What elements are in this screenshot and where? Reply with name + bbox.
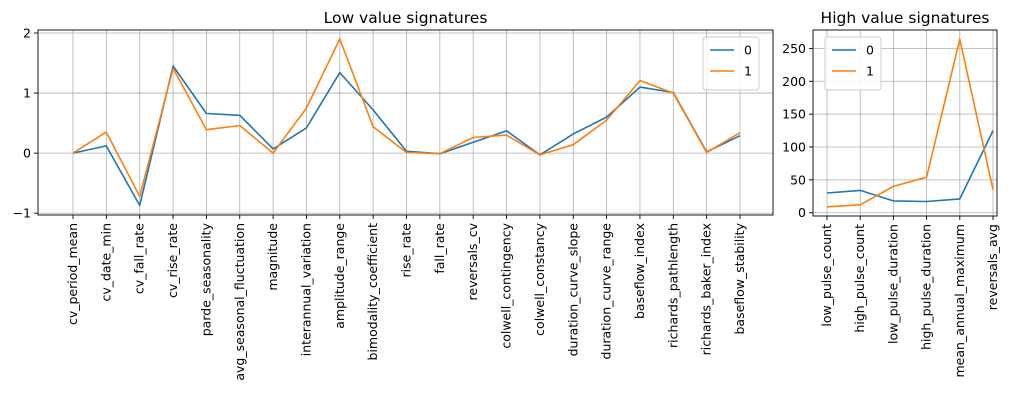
legend-label-0: 0	[744, 43, 752, 58]
x-tick-label-cv-period-mean: cv_period_mean	[65, 223, 80, 325]
x-tick-label-baseflow-stability: baseflow_stability	[732, 222, 747, 334]
x-tick-label-low-pulse-duration: low_pulse_duration	[885, 224, 900, 344]
x-tick-label-avg-seasonal-fluctuation: avg_seasonal_fluctuation	[232, 223, 247, 381]
axes-frame	[37, 29, 774, 216]
y-tick-label: 2	[23, 26, 31, 41]
x-tick-label-fall-rate: fall_rate	[432, 223, 447, 274]
x-tick-label-cv-rise-rate: cv_rise_rate	[165, 223, 180, 298]
y-tick-label: 100	[782, 139, 806, 154]
x-tick-label-bimodality-coefficient: bimodality_coefficient	[365, 223, 380, 361]
series-line-1	[72, 38, 741, 198]
x-tick-label-amplitude-range: amplitude_range	[332, 223, 347, 329]
x-tick-label-low-pulse-count: low_pulse_count	[819, 224, 834, 327]
x-tick-label-reversals-cv: reversals_cv	[465, 222, 480, 300]
x-tick-label-reversals-avg: reversals_avg	[985, 224, 1000, 310]
x-tick-label-colwell-constancy: colwell_constancy	[532, 222, 547, 335]
y-tick-label: 0	[23, 146, 31, 161]
y-tick-label: 250	[782, 41, 806, 56]
x-tick-label-cv-fall-rate: cv_fall_rate	[132, 223, 147, 294]
x-tick-label-high-pulse-count: high_pulse_count	[852, 224, 867, 333]
high-value-signatures-panel: 0 50 100 150 200 250 low_pulse_count high_pulse…	[782, 9, 1000, 378]
x-tick-label-parde-seasonality: parde_seasonality	[198, 222, 213, 336]
series-line-0	[826, 130, 994, 203]
y-tick-label: 0	[798, 205, 806, 220]
x-tick-label-richards-pathlength: richards_pathlength	[665, 223, 680, 348]
x-tick-label-magnitude: magnitude	[265, 223, 280, 291]
chart-title: High value signatures	[821, 9, 990, 27]
chart-title: Low value signatures	[324, 9, 488, 27]
y-tick-label: 1	[23, 86, 31, 101]
y-tick-label: 200	[782, 74, 806, 89]
axes-frame	[812, 29, 998, 217]
legend: 01	[702, 36, 760, 91]
y-tick-label: −1	[13, 206, 31, 221]
x-tick-label-colwell-contingency: colwell_contingency	[499, 222, 514, 348]
x-tick-label-richards-baker-index: richards_baker_index	[699, 223, 714, 355]
y-tick-label: 150	[782, 107, 806, 122]
x-tick-label-duration-curve-slope: duration_curve_slope	[565, 223, 580, 357]
x-tick-label-cv-date-min: cv_date_min	[98, 223, 113, 302]
y-tick-label: 50	[790, 172, 806, 187]
series-line-1	[826, 38, 994, 208]
legend: 01	[824, 36, 882, 91]
x-tick-label-rise-rate: rise_rate	[399, 223, 414, 278]
series-line-0	[72, 65, 741, 207]
x-tick-label-interannual-variation: interannual_variation	[298, 223, 313, 356]
legend-label-1: 1	[866, 64, 874, 79]
x-tick-label-baseflow-index: baseflow_index	[632, 223, 647, 319]
x-tick-label-high-pulse-duration: high_pulse_duration	[919, 224, 934, 350]
x-tick-label-duration-curve-range: duration_curve_range	[599, 223, 614, 360]
x-tick-label-mean-annual-maximum: mean_annual_maximum	[952, 224, 967, 378]
legend-label-1: 1	[744, 64, 752, 79]
legend-label-0: 0	[866, 43, 874, 58]
